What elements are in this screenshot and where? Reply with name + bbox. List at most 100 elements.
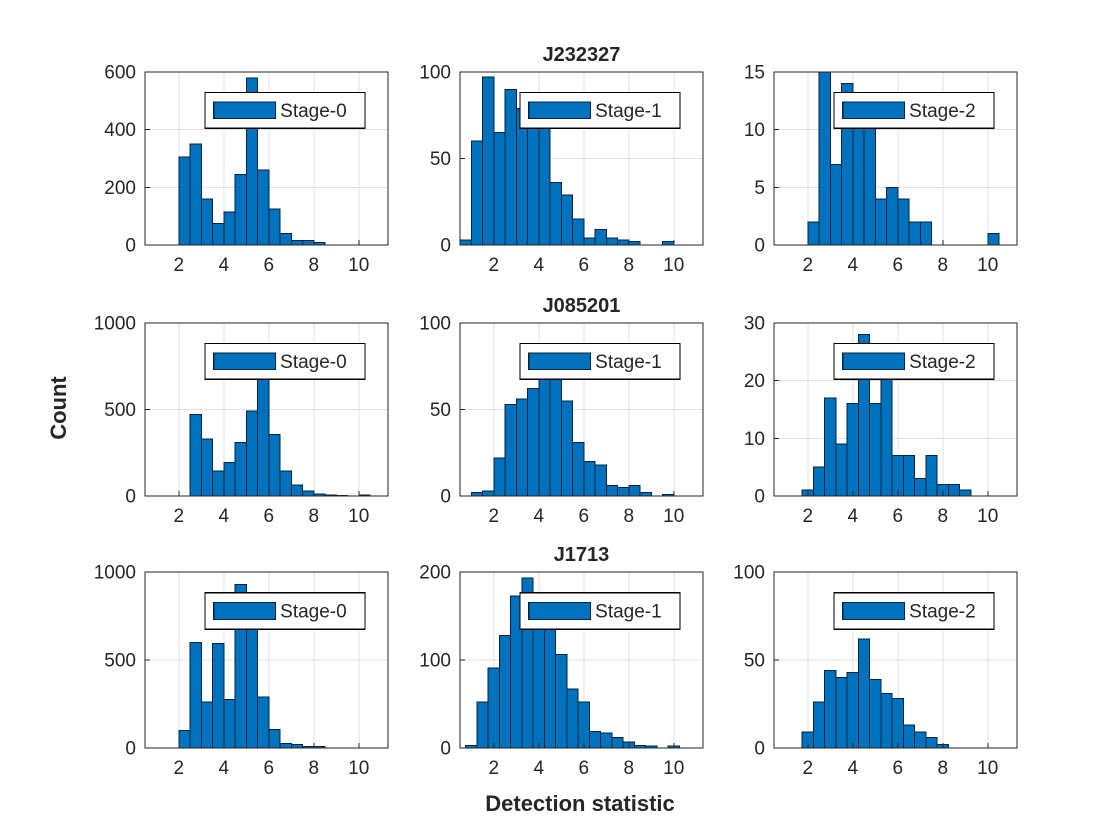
x-tick-label: 6 — [892, 255, 903, 276]
x-tick-label: 6 — [263, 255, 274, 276]
y-tick-label: 0 — [125, 739, 136, 760]
legend-swatch — [213, 101, 276, 120]
x-tick-label: 8 — [308, 758, 319, 779]
bar — [605, 237, 619, 246]
bar — [560, 400, 574, 497]
y-tick-label: 30 — [744, 314, 765, 335]
bar — [482, 76, 495, 246]
legend-label: Stage-0 — [280, 101, 347, 122]
tick-marks — [145, 71, 360, 246]
bar — [532, 622, 545, 749]
tick-marks — [460, 71, 675, 246]
histogram-bars — [178, 77, 326, 246]
bar — [846, 403, 859, 497]
tick-marks — [460, 322, 675, 497]
y-tick-label: 5 — [754, 178, 765, 199]
bar — [504, 403, 517, 497]
x-tick-label: 2 — [488, 255, 499, 276]
tick-marks — [774, 571, 989, 749]
legend-label: Stage-0 — [280, 352, 347, 373]
x-tick-label: 10 — [348, 758, 369, 779]
y-tick-label: 0 — [125, 236, 136, 257]
bar — [290, 484, 304, 497]
bar — [543, 624, 557, 749]
bar — [594, 464, 607, 497]
x-tick-label: 2 — [173, 506, 184, 527]
subplot-title: J1713 — [554, 544, 610, 566]
bar — [212, 642, 225, 749]
axes-box — [144, 71, 389, 246]
bar — [572, 218, 585, 246]
bar — [925, 736, 938, 749]
bar — [880, 362, 893, 497]
y-tick-label: 50 — [430, 400, 451, 421]
legend-label: Stage-1 — [595, 101, 662, 122]
legend-label: Stage-2 — [909, 601, 976, 622]
bar — [234, 441, 247, 497]
bar — [812, 701, 826, 749]
legend-swatch — [528, 101, 591, 120]
legend: Stage-1 — [519, 342, 681, 380]
x-tick-label: 4 — [847, 255, 858, 276]
x-tick-label: 2 — [488, 758, 499, 779]
y-tick-label: 200 — [104, 178, 136, 199]
x-tick-label: 8 — [937, 255, 948, 276]
tick-marks — [145, 322, 360, 497]
legend-swatch — [528, 602, 591, 620]
x-tick-label: 6 — [892, 758, 903, 779]
subplot-r1c0: 2 4 6 8 10 0 500 1000 Stage-0 — [94, 314, 389, 527]
legend-label: Stage-1 — [595, 352, 662, 373]
bar — [189, 143, 202, 246]
x-tick-label: 10 — [663, 758, 684, 779]
axes-box — [773, 71, 1018, 246]
bar — [549, 182, 562, 246]
bar — [257, 696, 270, 749]
bar — [504, 88, 517, 246]
bar — [914, 731, 927, 749]
legend: Stage-0 — [204, 91, 366, 129]
y-tick-label: 1000 — [94, 563, 136, 584]
bar — [527, 123, 540, 246]
bar — [268, 208, 281, 246]
x-tick-label: 6 — [578, 255, 589, 276]
bar — [498, 634, 512, 749]
bar — [223, 461, 236, 497]
bar — [538, 370, 551, 497]
x-tick-label: 6 — [263, 506, 274, 527]
subplot-r1c2: 2 4 6 8 10 0 10 20 30 Stage-2 — [744, 314, 1018, 527]
y-tick-label: 200 — [419, 563, 451, 584]
x-tick-label: 4 — [218, 255, 229, 276]
x-tick-label: 10 — [663, 255, 684, 276]
legend: Stage-2 — [833, 91, 995, 129]
legend-swatch — [528, 352, 591, 371]
bar — [824, 397, 837, 497]
x-tick-label: 10 — [348, 506, 369, 527]
bar — [919, 221, 933, 246]
bar — [818, 71, 831, 246]
bar — [234, 173, 247, 246]
bar — [223, 699, 236, 749]
x-tick-label: 8 — [623, 255, 634, 276]
x-tick-label: 4 — [847, 506, 858, 527]
y-tick-label: 100 — [733, 563, 765, 584]
bar — [959, 489, 972, 497]
bar — [835, 677, 848, 749]
bar — [583, 237, 596, 246]
subplot-title: J232327 — [543, 44, 621, 66]
legend: Stage-1 — [519, 592, 681, 630]
bar — [987, 233, 1000, 246]
bar — [863, 117, 876, 246]
legend-box — [204, 342, 366, 380]
subplot-r0c0: 2 4 6 8 10 0 200 400 600 Stage-0 — [104, 63, 389, 276]
bar — [835, 443, 848, 497]
bar — [212, 470, 225, 497]
y-tick-label: 100 — [419, 63, 451, 84]
y-tick-label: 500 — [104, 651, 136, 672]
bar — [268, 434, 281, 497]
subplot-title: J085201 — [543, 295, 621, 317]
legend-label: Stage-0 — [280, 601, 347, 622]
